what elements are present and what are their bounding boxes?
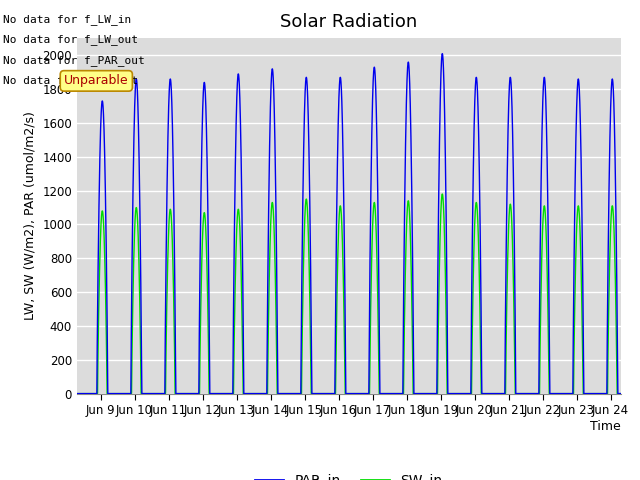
Legend: PAR_in, SW_in: PAR_in, SW_in: [250, 468, 448, 480]
X-axis label: Time: Time: [590, 420, 621, 433]
Text: No data for f_SW_out: No data for f_SW_out: [3, 75, 138, 86]
Text: No data for f_PAR_out: No data for f_PAR_out: [3, 55, 145, 66]
Text: No data for f_LW_in: No data for f_LW_in: [3, 14, 131, 25]
Text: No data for f_LW_out: No data for f_LW_out: [3, 35, 138, 46]
Text: Unparable: Unparable: [64, 74, 129, 87]
Title: Solar Radiation: Solar Radiation: [280, 13, 417, 31]
Y-axis label: LW, SW (W/m2), PAR (umol/m2/s): LW, SW (W/m2), PAR (umol/m2/s): [24, 111, 36, 321]
